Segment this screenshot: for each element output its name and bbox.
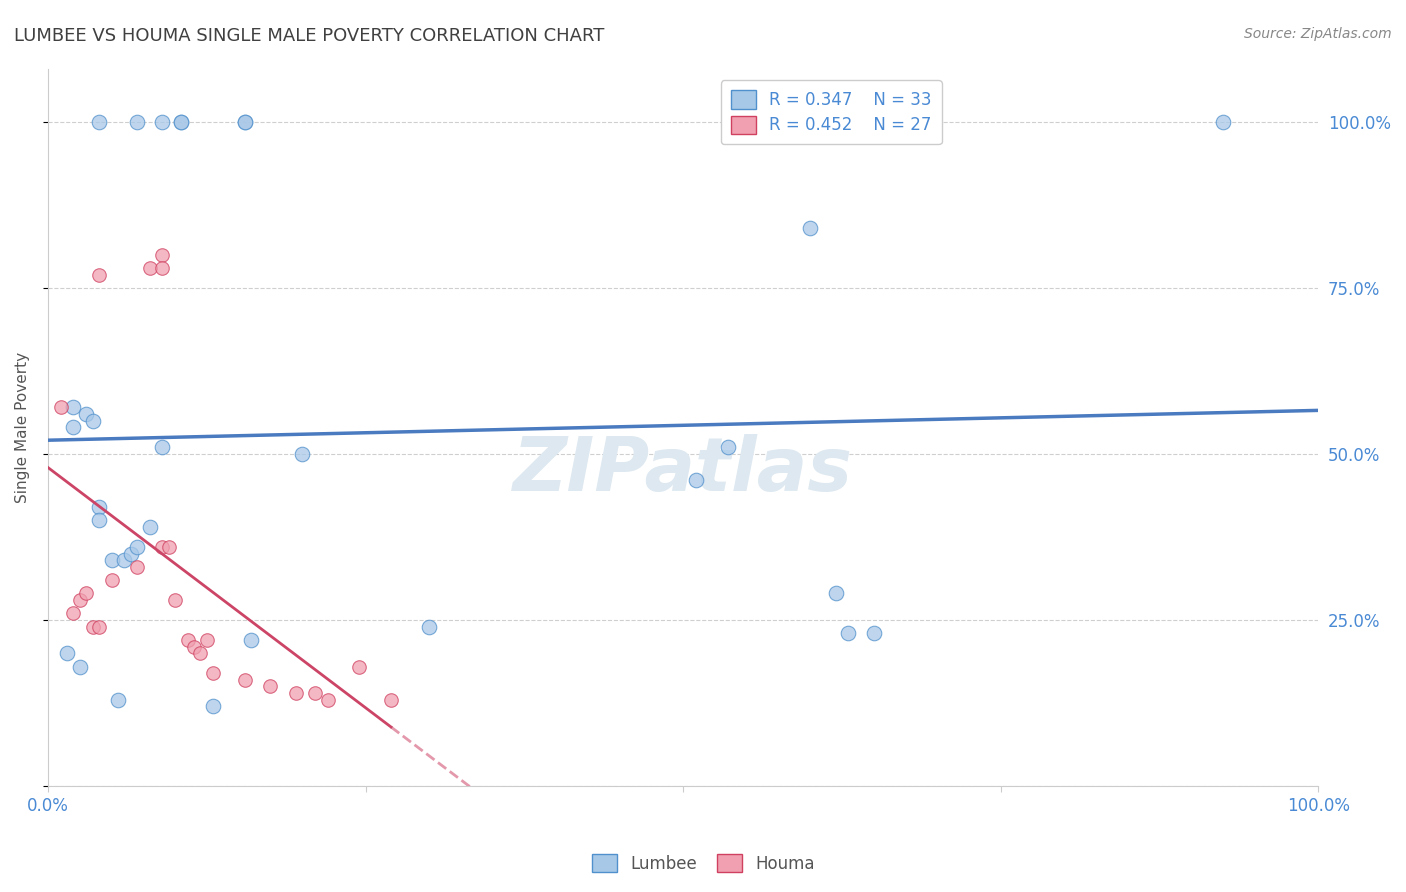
Legend: R = 0.347    N = 33, R = 0.452    N = 27: R = 0.347 N = 33, R = 0.452 N = 27 (721, 80, 942, 145)
Point (82, 414, 104, 428)
Point (150, 114, 173, 128)
Point (685, 474, 707, 488)
Point (233, 673, 256, 687)
Point (202, 666, 225, 681)
Point (125, 540, 148, 554)
Point (177, 632, 200, 647)
Point (138, 260, 160, 275)
Point (233, 114, 256, 128)
Point (170, 114, 193, 128)
Point (150, 440, 173, 454)
Point (195, 632, 218, 647)
Y-axis label: Single Male Poverty: Single Male Poverty (15, 351, 30, 503)
Point (380, 692, 402, 706)
Point (82, 620, 104, 634)
Point (87, 268, 110, 282)
Point (150, 540, 173, 554)
Point (87, 513, 110, 527)
Point (316, 692, 339, 706)
Point (291, 447, 314, 461)
Point (862, 626, 884, 640)
Text: LUMBEE VS HOUMA SINGLE MALE POVERTY CORRELATION CHART: LUMBEE VS HOUMA SINGLE MALE POVERTY CORR… (14, 27, 605, 45)
Point (190, 646, 212, 660)
Point (233, 114, 256, 128)
Point (87, 500, 110, 514)
Point (259, 680, 281, 694)
Point (837, 626, 859, 640)
Point (418, 620, 440, 634)
Point (107, 692, 129, 706)
Point (75, 586, 97, 600)
Point (112, 553, 135, 567)
Point (202, 699, 225, 714)
Point (165, 593, 187, 607)
Point (170, 114, 193, 128)
Point (100, 573, 122, 587)
Point (799, 221, 821, 235)
Point (183, 640, 205, 654)
Text: Source: ZipAtlas.com: Source: ZipAtlas.com (1244, 27, 1392, 41)
Point (75, 407, 97, 421)
Point (824, 586, 846, 600)
Point (240, 632, 263, 647)
Point (125, 114, 148, 128)
Point (150, 260, 173, 275)
Point (717, 440, 740, 454)
Point (62, 401, 84, 415)
Point (56, 646, 79, 660)
Point (120, 547, 142, 561)
Point (1212, 114, 1234, 128)
Point (349, 659, 371, 673)
Point (62, 607, 84, 621)
Point (87, 114, 110, 128)
Point (304, 686, 326, 700)
Point (125, 560, 148, 574)
Point (157, 540, 180, 554)
Point (150, 247, 173, 261)
Legend: Lumbee, Houma: Lumbee, Houma (585, 847, 821, 880)
Point (69, 593, 91, 607)
Point (69, 659, 91, 673)
Point (284, 686, 307, 700)
Point (49, 401, 72, 415)
Text: ZIPatlas: ZIPatlas (513, 434, 853, 507)
Point (138, 520, 160, 534)
Point (100, 553, 122, 567)
Point (87, 620, 110, 634)
Point (62, 420, 84, 434)
